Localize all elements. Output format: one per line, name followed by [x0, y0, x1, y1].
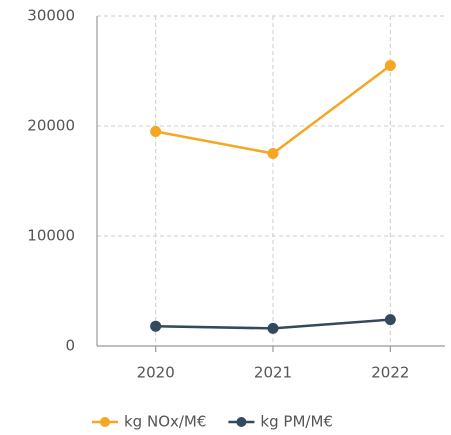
- x-tick-label: 2022: [371, 364, 409, 382]
- legend-label: kg PM/M€: [260, 413, 333, 431]
- legend-label: kg NOx/M€: [124, 413, 206, 431]
- point: [267, 148, 279, 159]
- y-tick-label: 0: [65, 337, 75, 355]
- y-tick-label: 30000: [27, 7, 75, 25]
- point: [150, 320, 162, 332]
- x-tick-label: 2021: [254, 364, 292, 382]
- y-tick-label: 20000: [27, 117, 75, 135]
- x-tick-label: 2020: [137, 364, 175, 382]
- y-tick-label: 10000: [27, 227, 75, 245]
- legend-dot: [236, 417, 247, 427]
- point: [384, 60, 396, 71]
- point: [150, 126, 162, 137]
- point: [384, 314, 396, 326]
- legend-dot: [100, 417, 110, 427]
- point: [267, 322, 279, 334]
